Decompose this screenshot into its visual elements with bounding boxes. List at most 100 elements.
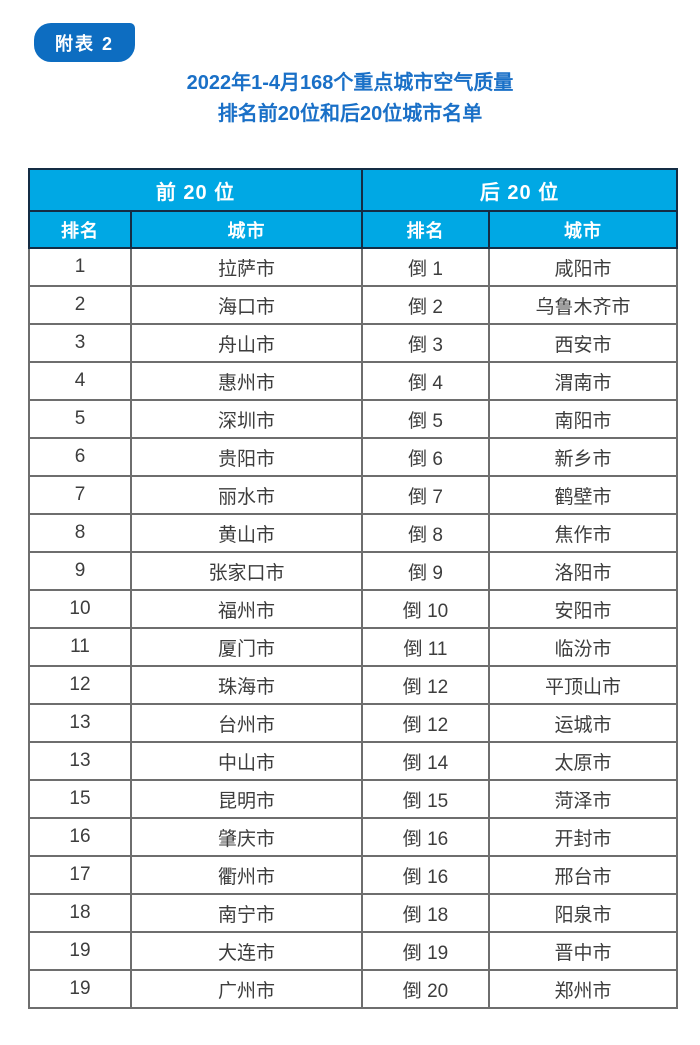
table-body: 1 拉萨市 倒 1 咸阳市 2 海口市 倒 2 乌鲁木齐市 3 舟山市 倒 3 … <box>28 247 679 1009</box>
cell-rear-rank: 倒 15 <box>361 779 491 819</box>
cell-rear-rank: 倒 2 <box>361 285 491 325</box>
cell-rear-city: 南阳市 <box>488 399 679 439</box>
cell-rear-city: 洛阳市 <box>488 551 679 591</box>
page-title-line2: 排名前20位和后20位城市名单 <box>217 103 483 125</box>
table-row: 8 黄山市 倒 8 焦作市 <box>28 513 679 553</box>
cell-rear-rank: 倒 14 <box>361 741 491 781</box>
cell-top-rank: 2 <box>28 285 132 325</box>
cell-rear-rank: 倒 19 <box>361 931 491 971</box>
cell-top-rank: 3 <box>28 323 132 363</box>
cell-top-city: 珠海市 <box>129 665 364 705</box>
cell-rear-city: 邢台市 <box>488 855 679 895</box>
cell-rear-city: 乌鲁木齐市 <box>488 285 679 325</box>
cell-rear-city: 安阳市 <box>488 589 679 629</box>
appendix-badge: 附表 2 <box>34 23 135 62</box>
table-row: 3 舟山市 倒 3 西安市 <box>28 323 679 363</box>
cell-top-city: 福州市 <box>129 589 364 629</box>
cell-top-city: 衢州市 <box>129 855 364 895</box>
cell-rear-rank: 倒 11 <box>361 627 491 667</box>
cell-rear-rank: 倒 10 <box>361 589 491 629</box>
cell-rear-rank: 倒 4 <box>361 361 491 401</box>
cell-top-rank: 12 <box>28 665 132 705</box>
cell-top-rank: 13 <box>28 741 132 781</box>
table-row: 13 中山市 倒 14 太原市 <box>28 741 679 781</box>
cell-top-city: 舟山市 <box>129 323 364 363</box>
cell-top-rank: 11 <box>28 627 132 667</box>
cell-rear-city: 运城市 <box>488 703 679 743</box>
cell-top-city: 肇庆市 <box>129 817 364 857</box>
cell-top-city: 大连市 <box>129 931 364 971</box>
cell-top-rank: 13 <box>28 703 132 743</box>
group-header-top20: 前 20 位 <box>27 168 364 212</box>
cell-rear-city: 新乡市 <box>488 437 679 477</box>
cell-top-rank: 19 <box>28 931 132 971</box>
col-header-city-right: 城市 <box>488 210 679 249</box>
group-header-rear20: 后 20 位 <box>361 168 679 212</box>
cell-top-city: 贵阳市 <box>129 437 364 477</box>
cell-rear-rank: 倒 8 <box>361 513 491 553</box>
cell-top-city: 厦门市 <box>129 627 364 667</box>
cell-top-rank: 1 <box>28 247 132 287</box>
col-header-rank-left: 排名 <box>28 210 132 249</box>
column-header-row: 排名 城市 排名 城市 <box>28 210 679 249</box>
cell-top-rank: 16 <box>28 817 132 857</box>
cell-top-city: 深圳市 <box>129 399 364 439</box>
table-row: 19 广州市 倒 20 郑州市 <box>28 969 679 1009</box>
cell-top-rank: 15 <box>28 779 132 819</box>
cell-rear-rank: 倒 5 <box>361 399 491 439</box>
cell-top-city: 南宁市 <box>129 893 364 933</box>
table-row: 1 拉萨市 倒 1 咸阳市 <box>28 247 679 287</box>
cell-rear-city: 平顶山市 <box>488 665 679 705</box>
cell-top-city: 惠州市 <box>129 361 364 401</box>
appendix-badge-label: 附表 2 <box>54 33 114 54</box>
cell-rear-rank: 倒 12 <box>361 703 491 743</box>
cell-top-rank: 19 <box>28 969 132 1009</box>
cell-rear-rank: 倒 6 <box>361 437 491 477</box>
table-row: 17 衢州市 倒 16 邢台市 <box>28 855 679 895</box>
cell-top-rank: 10 <box>28 589 132 629</box>
table-header: 前 20 位 后 20 位 排名 城市 排名 城市 <box>27 168 679 249</box>
cell-top-rank: 5 <box>28 399 132 439</box>
cell-rear-rank: 倒 9 <box>361 551 491 591</box>
page-title-line1: 2022年1-4月168个重点城市空气质量 <box>186 72 514 94</box>
table-row: 13 台州市 倒 12 运城市 <box>28 703 679 743</box>
cell-rear-rank: 倒 16 <box>361 817 491 857</box>
cell-rear-city: 阳泉市 <box>488 893 679 933</box>
cell-rear-city: 西安市 <box>488 323 679 363</box>
table-row: 9 张家口市 倒 9 洛阳市 <box>28 551 679 591</box>
cell-top-rank: 6 <box>28 437 132 477</box>
table-row: 19 大连市 倒 19 晋中市 <box>28 931 679 971</box>
cell-rear-rank: 倒 16 <box>361 855 491 895</box>
table-row: 15 昆明市 倒 15 菏泽市 <box>28 779 679 819</box>
cell-rear-city: 鹤壁市 <box>488 475 679 515</box>
cell-rear-city: 咸阳市 <box>488 247 679 287</box>
cell-rear-rank: 倒 7 <box>361 475 491 515</box>
col-header-rank-right: 排名 <box>361 210 491 249</box>
ranking-table: 前 20 位 后 20 位 排名 城市 排名 城市 1 拉萨市 倒 1 咸阳市 … <box>27 168 679 1009</box>
cell-top-city: 张家口市 <box>129 551 364 591</box>
cell-top-rank: 8 <box>28 513 132 553</box>
cell-top-city: 丽水市 <box>129 475 364 515</box>
table-row: 10 福州市 倒 10 安阳市 <box>28 589 679 629</box>
cell-rear-rank: 倒 12 <box>361 665 491 705</box>
page-title: 2022年1-4月168个重点城市空气质量 排名前20位和后20位城市名单 <box>0 68 700 130</box>
cell-top-rank: 17 <box>28 855 132 895</box>
cell-rear-city: 临汾市 <box>488 627 679 667</box>
cell-rear-rank: 倒 20 <box>361 969 491 1009</box>
table-row: 7 丽水市 倒 7 鹤壁市 <box>28 475 679 515</box>
cell-top-city: 中山市 <box>129 741 364 781</box>
table-row: 11 厦门市 倒 11 临汾市 <box>28 627 679 667</box>
cell-top-rank: 18 <box>28 893 132 933</box>
cell-rear-city: 渭南市 <box>488 361 679 401</box>
cell-top-city: 台州市 <box>129 703 364 743</box>
cell-top-city: 海口市 <box>129 285 364 325</box>
cell-rear-city: 太原市 <box>488 741 679 781</box>
cell-rear-city: 郑州市 <box>488 969 679 1009</box>
table-row: 6 贵阳市 倒 6 新乡市 <box>28 437 679 477</box>
cell-top-city: 黄山市 <box>129 513 364 553</box>
cell-rear-rank: 倒 1 <box>361 247 491 287</box>
cell-rear-rank: 倒 18 <box>361 893 491 933</box>
col-header-city-left: 城市 <box>129 210 364 249</box>
group-header-row: 前 20 位 后 20 位 <box>27 168 679 212</box>
cell-top-city: 昆明市 <box>129 779 364 819</box>
